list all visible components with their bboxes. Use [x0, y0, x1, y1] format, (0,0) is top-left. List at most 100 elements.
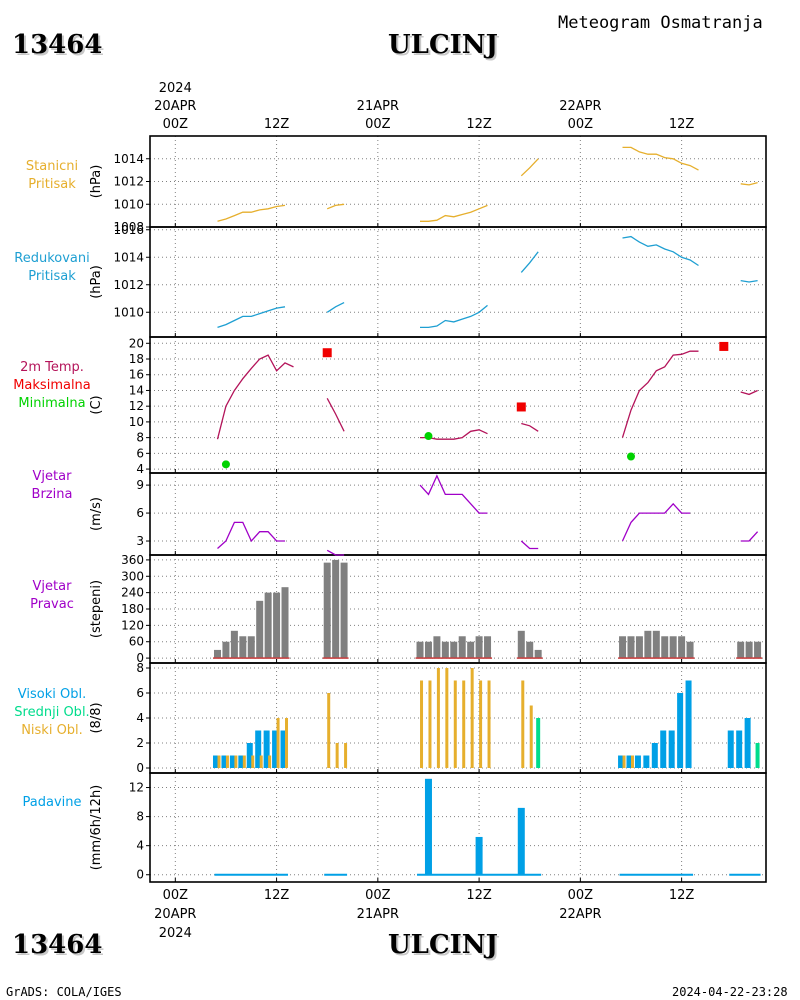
reduced-pressure-line — [217, 306, 286, 329]
wind-dir-bar — [467, 641, 475, 659]
station-pressure-line — [622, 146, 699, 171]
wind-dir-bar — [619, 636, 627, 659]
y-axis-label: (mm/6h/12h) — [89, 785, 104, 871]
cloud-bar — [755, 743, 760, 768]
cloud-bar — [255, 730, 262, 768]
cloud-bar — [251, 755, 255, 768]
chart-title: Meteogram Osmatranja — [558, 13, 763, 33]
cloud-bar — [280, 730, 287, 768]
cloud-bar — [263, 730, 270, 768]
y-tick-label: 1014 — [113, 152, 144, 166]
precip-bar — [517, 807, 525, 875]
wind-dir-bar — [281, 587, 289, 659]
cloud-bar — [462, 680, 466, 768]
cloud-bar — [529, 705, 533, 768]
panel-label: Srednji Obl. — [14, 705, 89, 720]
wind-dir-bar — [247, 636, 255, 659]
wind-speed-line — [217, 521, 285, 549]
date-label-bottom: 20APR — [154, 907, 196, 922]
x-tick-label-bottom: 12Z — [264, 888, 290, 903]
x-tick-label-top: 12Z — [669, 117, 695, 132]
station-id-top: 13464 — [12, 30, 103, 60]
wind-dir-bar — [484, 636, 492, 659]
wind-dir-bar — [517, 630, 525, 659]
min-temp-marker — [424, 432, 433, 441]
cloud-bar — [727, 730, 734, 768]
min-temp-marker — [221, 460, 230, 469]
reduced-pressure-line — [420, 304, 488, 329]
y-axis-label: (stepeni) — [89, 580, 104, 638]
y-tick-label: 8 — [136, 810, 144, 824]
x-tick-label-top: 00Z — [163, 117, 189, 132]
y-tick-label: 360 — [121, 553, 144, 567]
wind-dir-bar — [652, 630, 660, 659]
panel-label: Vjetar — [33, 579, 73, 594]
y-tick-label: 3 — [136, 534, 144, 548]
min-temp-marker — [626, 452, 635, 461]
y-axis-label: (8/8) — [89, 702, 104, 733]
date-label-top: 22APR — [559, 99, 601, 114]
temperature-line — [326, 397, 345, 432]
reduced-pressure-line — [520, 251, 539, 273]
temperature-line — [740, 389, 758, 396]
cloud-bar — [521, 680, 525, 768]
panel-label: Redukovani — [14, 251, 89, 266]
cloud-bar — [487, 680, 491, 768]
wind-dir-bar — [450, 641, 458, 659]
y-tick-label: 1014 — [113, 250, 144, 264]
cloud-bar — [242, 755, 246, 768]
reduced-pressure-line — [740, 279, 758, 283]
station-pressure-line — [740, 181, 758, 186]
wind-dir-bar — [737, 641, 745, 659]
panel-label: Pritisak — [28, 269, 76, 284]
cloud-bar — [229, 755, 236, 768]
x-tick-label-bottom: 12Z — [466, 888, 492, 903]
reduced-pressure-line — [622, 235, 699, 267]
date-label-bottom: 21APR — [357, 907, 399, 922]
wind-speed-line — [520, 540, 539, 550]
cloud-bar — [213, 755, 220, 768]
y-tick-label: 6 — [136, 446, 144, 460]
x-tick-label-bottom: 00Z — [163, 888, 189, 903]
date-label-bottom: 22APR — [559, 907, 601, 922]
year-label-bottom: 2024 — [159, 926, 192, 941]
wind-dir-bar — [475, 636, 483, 659]
station-id-bottom: 13464 — [12, 930, 103, 960]
wind-dir-bar — [441, 641, 449, 659]
panel-frame-precip — [149, 772, 767, 883]
wind-dir-bar — [534, 649, 542, 659]
x-tick-label-top: 00Z — [568, 117, 594, 132]
cloud-bar — [327, 693, 331, 768]
precip-bar — [475, 836, 483, 875]
wind-dir-bar — [686, 641, 694, 659]
wind-speed-line — [419, 474, 488, 514]
y-tick-label: 8 — [136, 661, 144, 675]
y-tick-label: 1012 — [113, 175, 144, 189]
cloud-bar — [225, 755, 229, 768]
y-axis-label: (hPa) — [89, 265, 104, 299]
x-tick-label-top: 00Z — [365, 117, 391, 132]
wind-dir-bar — [433, 636, 441, 659]
wind-dir-bar — [323, 562, 331, 659]
y-tick-label: 18 — [129, 352, 144, 366]
y-tick-label: 8 — [136, 431, 144, 445]
cloud-bar — [221, 755, 228, 768]
cloud-bar — [428, 680, 432, 768]
date-label-top: 20APR — [154, 99, 196, 114]
wind-dir-bar — [256, 600, 264, 659]
wind-dir-bar — [222, 641, 230, 659]
panel-label: 2m Temp. — [20, 360, 84, 375]
y-tick-label: 9 — [136, 478, 144, 492]
precip-bar — [424, 778, 432, 875]
station-pressure-line — [520, 158, 539, 177]
y-tick-label: 120 — [121, 618, 144, 632]
wind-dir-bar — [627, 636, 635, 659]
footer-timestamp: 2024-04-22-23:28 — [672, 985, 788, 999]
date-label-top: 21APR — [357, 99, 399, 114]
y-tick-label: 12 — [129, 399, 144, 413]
wind-dir-bar — [340, 562, 348, 659]
y-tick-label: 4 — [136, 711, 144, 725]
x-tick-label-top: 12Z — [264, 117, 290, 132]
panel-label: Visoki Obl. — [18, 687, 86, 702]
cloud-bar — [470, 668, 474, 768]
